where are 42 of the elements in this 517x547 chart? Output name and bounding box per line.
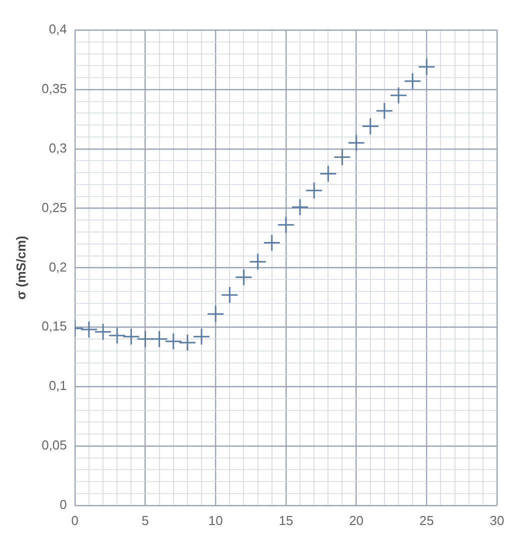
y-tick-label: 0,3 xyxy=(48,140,67,156)
point xyxy=(418,58,436,76)
y-tick-label: 0,15 xyxy=(42,318,67,334)
x-tick-label: 25 xyxy=(419,512,434,528)
y-axis-title: σ (mS/cm) xyxy=(13,236,28,300)
point xyxy=(220,286,238,304)
point xyxy=(305,182,323,200)
point xyxy=(80,320,98,338)
point xyxy=(376,102,394,120)
point xyxy=(94,323,112,341)
y-tick-label: 0,05 xyxy=(42,438,67,453)
point xyxy=(136,330,154,348)
point xyxy=(263,234,281,252)
point xyxy=(319,165,337,183)
point xyxy=(164,332,182,350)
point xyxy=(390,86,408,104)
point xyxy=(178,334,196,352)
x-tick-label: 20 xyxy=(349,512,364,528)
x-tick-label: 5 xyxy=(142,512,149,528)
point xyxy=(122,328,140,346)
y-tick-label: 0,35 xyxy=(42,81,67,96)
y-tick-label: 0,2 xyxy=(48,259,67,274)
point xyxy=(362,118,380,136)
point xyxy=(277,216,295,234)
x-tick-label: 30 xyxy=(490,512,504,528)
y-tick-label: 0,1 xyxy=(48,378,67,394)
point xyxy=(150,330,168,348)
point xyxy=(333,148,351,166)
point xyxy=(206,305,224,323)
point xyxy=(348,134,366,152)
point xyxy=(234,268,252,286)
point xyxy=(192,328,210,346)
x-tick-label: 10 xyxy=(208,512,223,528)
y-tick-label: 0 xyxy=(60,496,67,512)
y-tick-label: 0,25 xyxy=(42,200,67,215)
point xyxy=(249,253,267,271)
point xyxy=(108,326,126,344)
x-tick-label: 0 xyxy=(71,512,79,528)
point xyxy=(291,198,309,216)
point xyxy=(404,72,422,90)
y-tick-label: 0,4 xyxy=(48,22,67,37)
x-tick-label: 15 xyxy=(278,512,294,528)
